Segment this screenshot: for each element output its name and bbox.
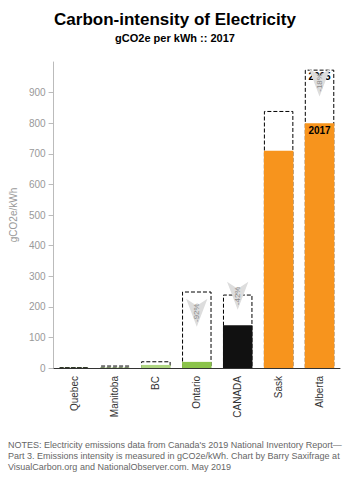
svg-text:800: 800 xyxy=(29,118,46,129)
svg-text:gCO2e/kWh: gCO2e/kWh xyxy=(8,188,19,242)
svg-text:2017: 2017 xyxy=(308,125,331,136)
svg-text:200: 200 xyxy=(29,301,46,312)
svg-text:Alberta: Alberta xyxy=(314,376,325,408)
svg-text:Quebec: Quebec xyxy=(69,376,80,411)
svg-text:Ontario: Ontario xyxy=(191,376,202,409)
svg-text:100: 100 xyxy=(29,332,46,343)
svg-text:BC: BC xyxy=(150,376,161,390)
svg-text:500: 500 xyxy=(29,210,46,221)
svg-text:-18%: -18% xyxy=(315,73,324,92)
svg-text:900: 900 xyxy=(29,87,46,98)
svg-text:Carbon-intensity of Electricit: Carbon-intensity of Electricity xyxy=(54,10,296,29)
svg-text:600: 600 xyxy=(29,179,46,190)
svg-text:-42%: -42% xyxy=(233,287,242,306)
svg-text:Manitoba: Manitoba xyxy=(109,376,120,418)
svg-text:700: 700 xyxy=(29,148,46,159)
svg-text:gCO2e per kWh :: 2017: gCO2e per kWh :: 2017 xyxy=(115,32,235,44)
svg-text:Sask: Sask xyxy=(273,375,284,398)
html-text:NOTES: Electricity emissions d: NOTES: Electricity emissions data from C… xyxy=(8,440,342,472)
svg-text:-92%: -92% xyxy=(192,303,201,322)
svg-text:CANADA: CANADA xyxy=(232,376,243,418)
svg-text:300: 300 xyxy=(29,271,46,282)
svg-text:0: 0 xyxy=(40,363,46,374)
svg-text:400: 400 xyxy=(29,240,46,251)
